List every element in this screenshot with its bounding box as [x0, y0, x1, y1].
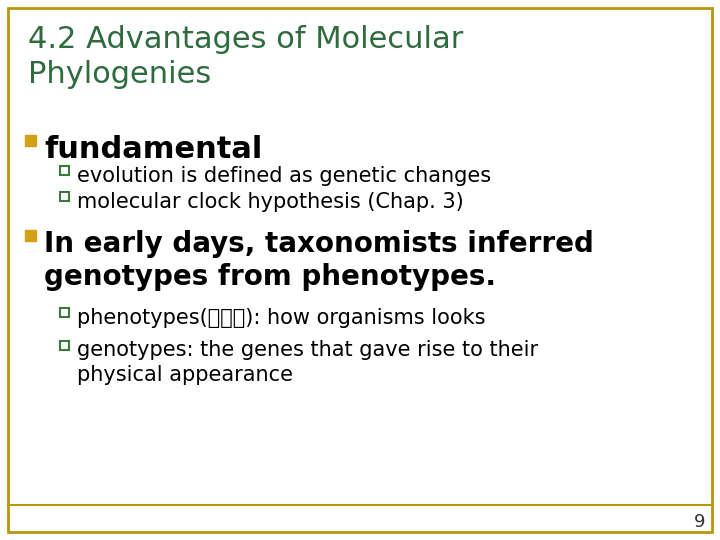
Text: 9: 9: [693, 513, 705, 531]
FancyBboxPatch shape: [60, 307, 69, 316]
Text: 4.2 Advantages of Molecular
Phylogenies: 4.2 Advantages of Molecular Phylogenies: [28, 25, 464, 89]
FancyBboxPatch shape: [60, 192, 69, 200]
Text: molecular clock hypothesis (Chap. 3): molecular clock hypothesis (Chap. 3): [77, 192, 464, 212]
FancyBboxPatch shape: [60, 341, 69, 349]
FancyBboxPatch shape: [60, 165, 69, 174]
Text: In early days, taxonomists inferred
genotypes from phenotypes.: In early days, taxonomists inferred geno…: [44, 230, 594, 291]
Bar: [25, 230, 36, 240]
Text: evolution is defined as genetic changes: evolution is defined as genetic changes: [77, 165, 491, 186]
Text: fundamental: fundamental: [44, 134, 262, 164]
Bar: [25, 134, 36, 145]
Text: phenotypes(表現型): how organisms looks: phenotypes(表現型): how organisms looks: [77, 307, 485, 327]
Text: genotypes: the genes that gave rise to their
physical appearance: genotypes: the genes that gave rise to t…: [77, 341, 538, 386]
